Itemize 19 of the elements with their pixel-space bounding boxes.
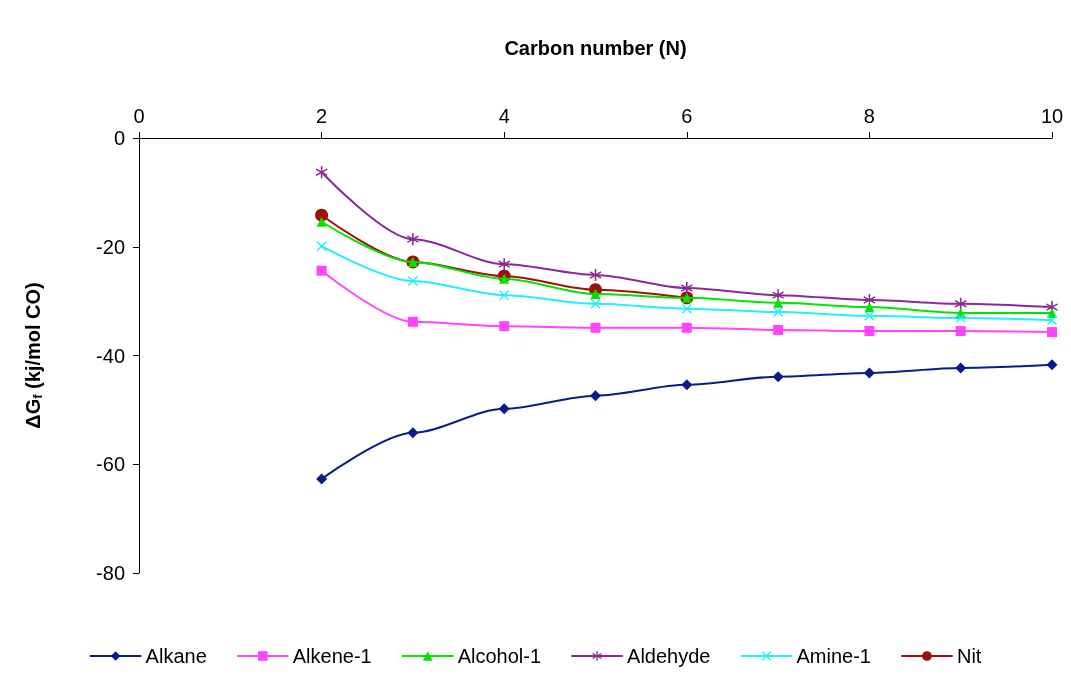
- x-tick-label: 10: [1040, 105, 1064, 127]
- y-tick-label: -60: [96, 453, 125, 476]
- x-tick-label: 4: [498, 105, 510, 127]
- x-tick-label: 0: [133, 105, 145, 127]
- y-tick-label: -40: [96, 344, 125, 367]
- y-axis-title: ΔGf (kj/mol CO): [21, 282, 45, 429]
- legend-label: Alkene-1: [292, 645, 372, 667]
- legend-label: Alcohol-1: [457, 645, 542, 667]
- legend-label: Amine-1: [796, 645, 871, 667]
- y-tick-label: -80: [96, 562, 125, 584]
- legend-label: Aldehyde: [627, 645, 711, 667]
- x-axis-title: Carbon number (N): [504, 37, 687, 59]
- x-tick-label: 8: [863, 105, 875, 127]
- x-tick-label: 2: [316, 105, 328, 127]
- x-tick-label: 6: [681, 105, 693, 127]
- y-tick-label: -20: [96, 235, 125, 258]
- legend-label: Alkane: [145, 645, 207, 667]
- y-tick-label: 0: [113, 127, 125, 149]
- legend-label: Nit: [956, 645, 982, 667]
